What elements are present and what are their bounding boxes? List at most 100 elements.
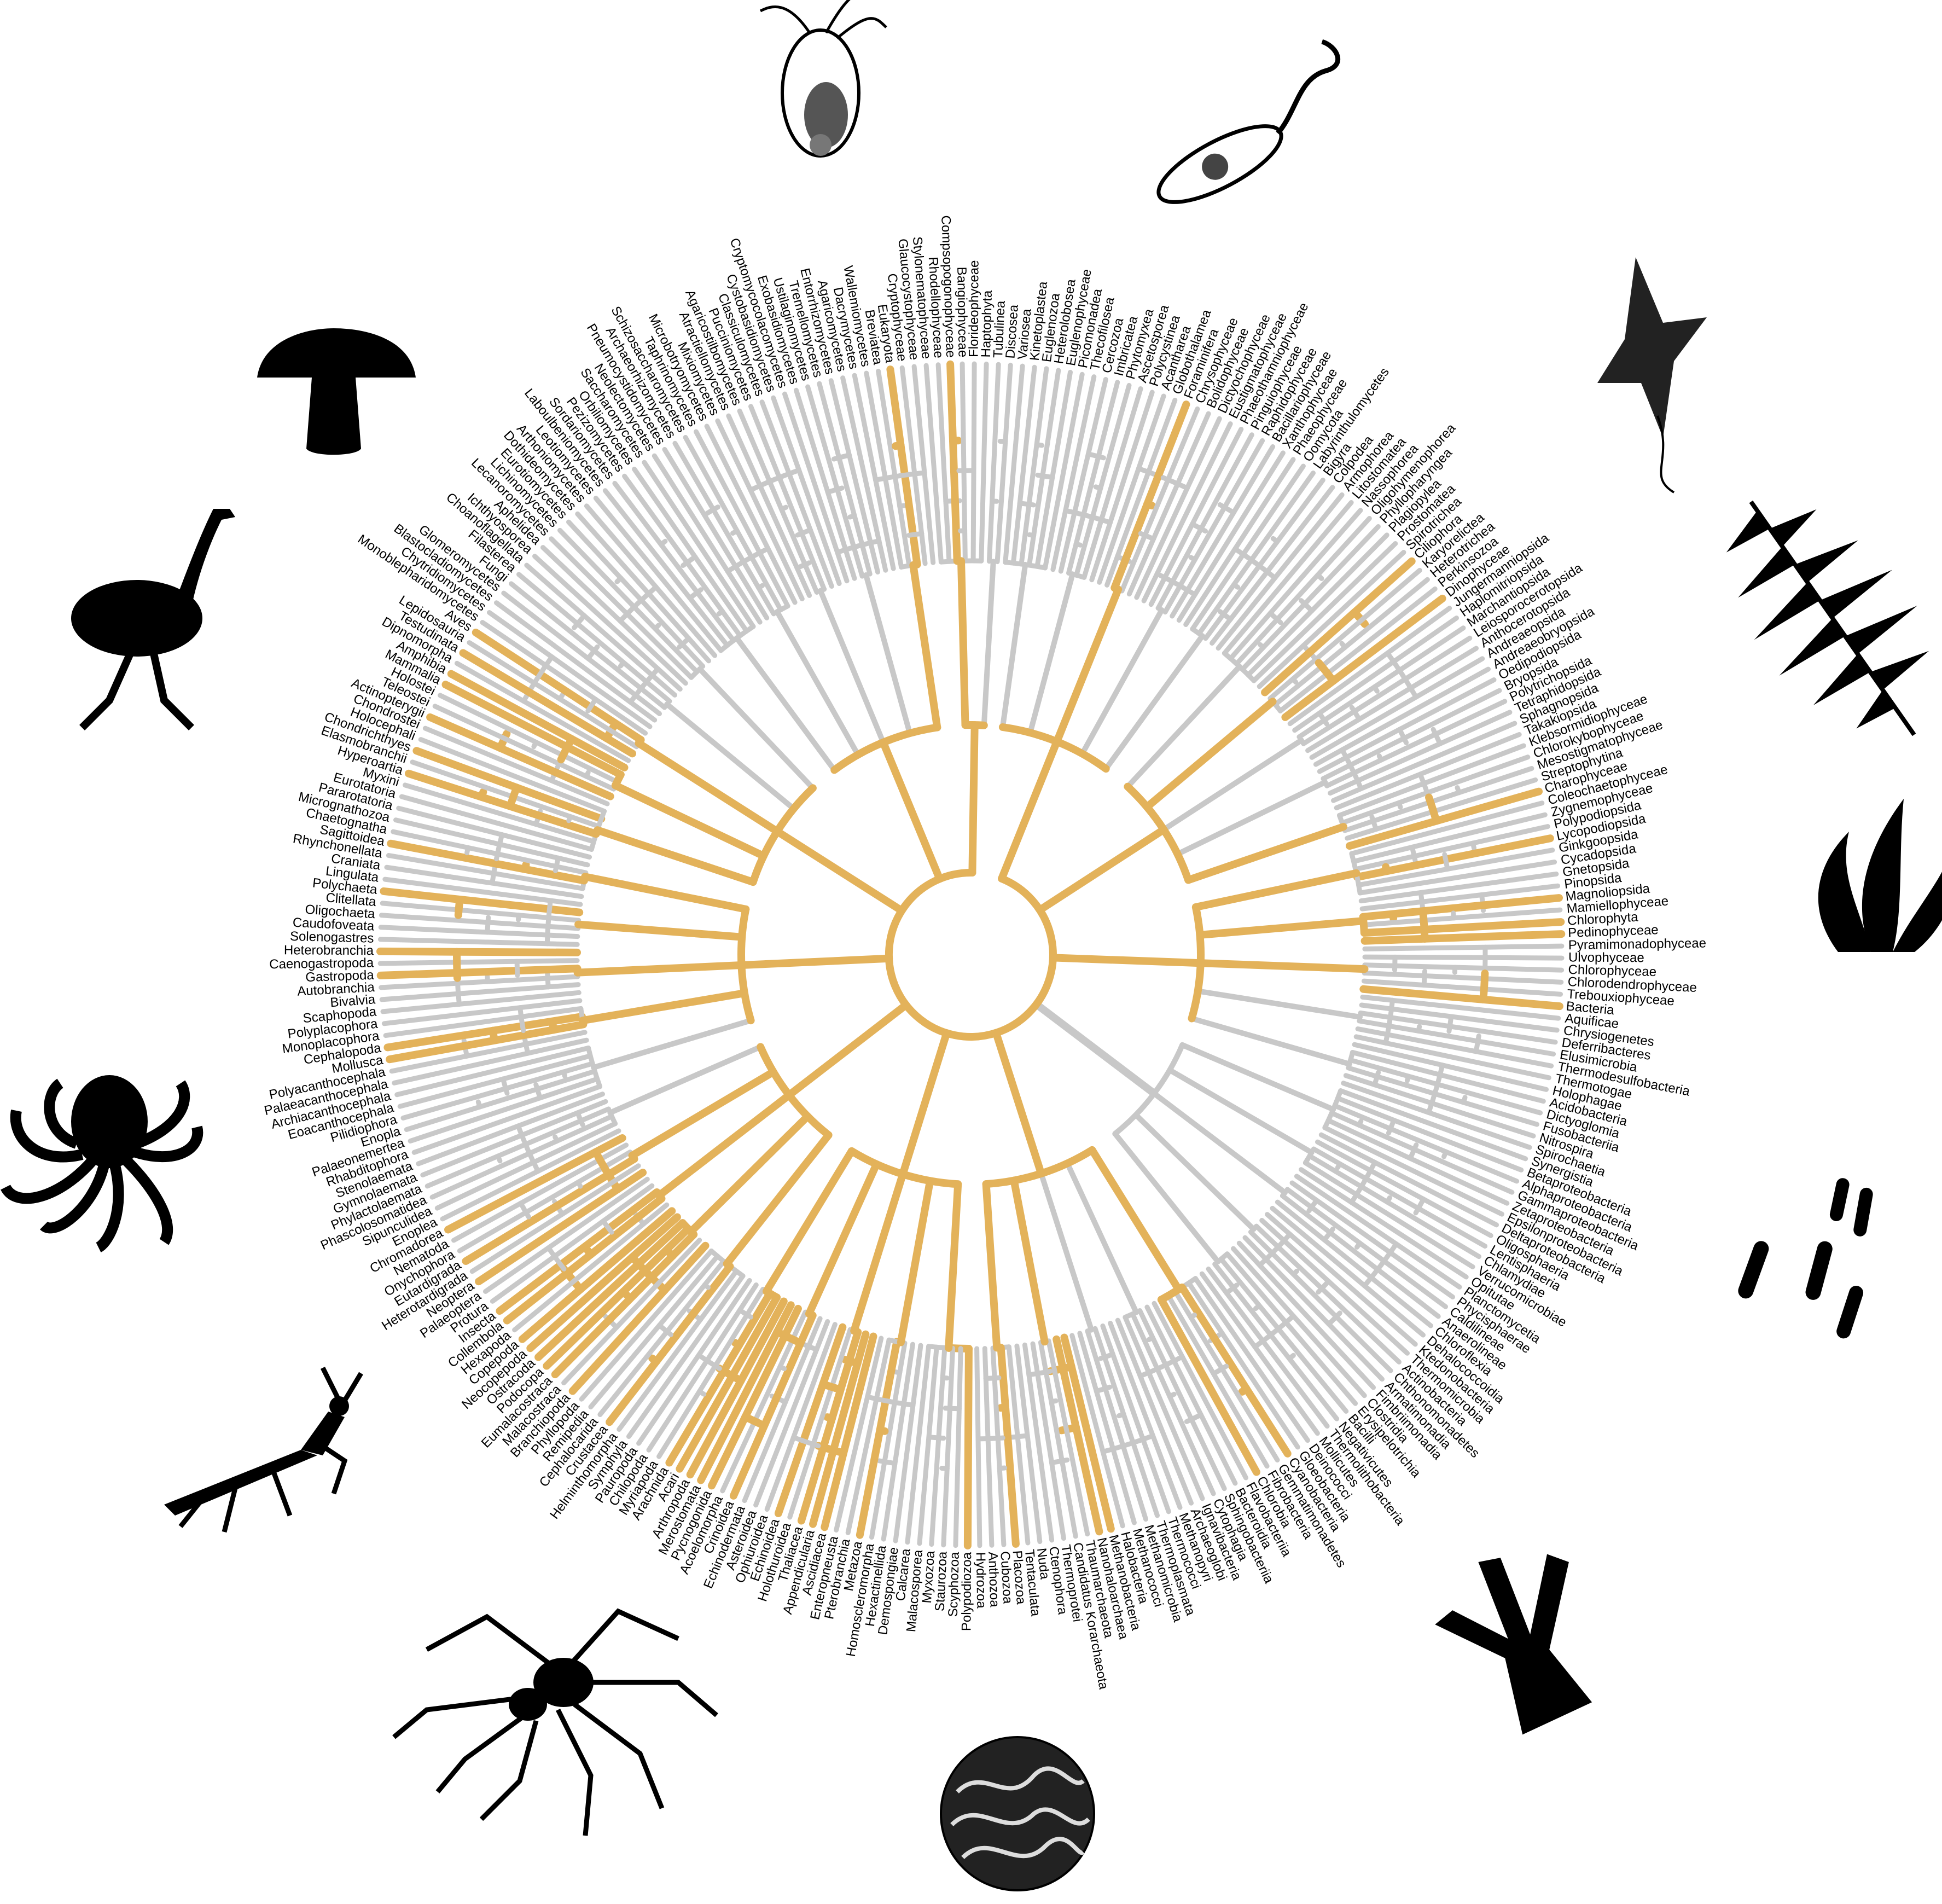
tip-branch [1452, 965, 1565, 973]
inner-branch [1359, 892, 1485, 912]
inner-branch [1267, 676, 1296, 701]
inner-branch [499, 832, 592, 860]
clade-branch [1143, 698, 1277, 811]
tip-branch [1449, 1014, 1560, 1033]
tip-branch [1179, 1354, 1248, 1481]
inner-branch [1328, 741, 1443, 796]
tip-branch [617, 1317, 703, 1432]
inner-branch [1060, 1333, 1075, 1371]
tip-branch [1326, 1279, 1410, 1356]
inner-branch [779, 507, 819, 595]
tip-branch [380, 901, 521, 918]
tip-branch [1151, 411, 1211, 542]
tip-branch [715, 418, 753, 493]
clade-branch [1151, 1090, 1288, 1195]
tip-branch [1025, 1433, 1043, 1545]
inner-branch [1234, 572, 1321, 666]
inner-branch [641, 1202, 670, 1227]
inner-branch [1050, 508, 1068, 572]
inner-branch [737, 1297, 788, 1385]
inner-branch [1305, 717, 1362, 753]
tip-branch [1349, 1200, 1469, 1280]
tip-branch [1385, 606, 1452, 656]
tip-branch [1290, 1313, 1367, 1398]
clade-branch [723, 1131, 833, 1268]
inner-branch [1299, 1167, 1354, 1205]
tip-branch [1479, 995, 1563, 1011]
tip-branch [1408, 1156, 1510, 1206]
tip-branch [386, 1026, 558, 1064]
tip-branch [1443, 1149, 1520, 1184]
inner-branch [1228, 611, 1273, 661]
inner-branch [1259, 1218, 1331, 1284]
taxon-label: Anthozoa [985, 1552, 1002, 1608]
tip-branch [1231, 471, 1316, 587]
inner-branch [1014, 1343, 1030, 1438]
tip-branch [1382, 834, 1554, 875]
inner-branch [582, 613, 677, 698]
tip-branch [475, 1185, 622, 1286]
inner-branch [668, 1230, 698, 1260]
tip-branch [979, 361, 989, 564]
inner-branch [1352, 1042, 1445, 1068]
tip-branch [1301, 635, 1473, 746]
inner-branch [557, 696, 639, 750]
tip-branch [459, 649, 610, 742]
tip-branch [1006, 1344, 1031, 1546]
tip-branch [1002, 1403, 1020, 1548]
taxon-labels: VarioseaKinetoplasteaEuglenozoaHeterolob… [263, 215, 1706, 1691]
tip-branch [665, 1341, 743, 1467]
inner-branch [986, 498, 995, 564]
clade-branch [1191, 869, 1360, 911]
inner-branch [922, 470, 936, 565]
inner-branch [1360, 934, 1429, 945]
tip-branch [1414, 656, 1485, 700]
tip-branch [626, 1273, 746, 1439]
inner-branch [702, 1258, 726, 1287]
tip-branch [759, 399, 813, 533]
branch-arc [1479, 970, 1489, 1003]
tip-branch [1167, 1394, 1216, 1496]
inner-branch [550, 1020, 588, 1034]
inner-branch [577, 1207, 676, 1293]
inner-branch [819, 1323, 847, 1388]
inner-branch [1317, 727, 1402, 774]
inner-branch [601, 1183, 655, 1224]
tip-branch [1479, 883, 1561, 897]
clade-branch [1038, 1170, 1094, 1333]
tip-branch [1417, 732, 1522, 777]
inner-branch [1074, 485, 1103, 578]
tip-branch [1198, 1412, 1238, 1486]
inner-branch [1077, 1331, 1099, 1394]
tip-branch [1257, 1263, 1376, 1390]
tip-branch [379, 913, 581, 931]
tip-branch [809, 1359, 862, 1528]
tip-branch [748, 404, 827, 592]
inner-branch [1022, 1342, 1032, 1378]
tip-branch [447, 670, 575, 743]
tip-branch [377, 959, 520, 966]
inner-branch [453, 948, 581, 956]
branch-arc [1322, 1107, 1336, 1130]
superclade-branch [968, 721, 979, 876]
tip-branch [1317, 616, 1459, 716]
inner-branch [1172, 1289, 1194, 1320]
inner-branch [456, 896, 584, 916]
inner-branch [1216, 575, 1278, 651]
clade-branch [573, 961, 746, 977]
inner-branch [560, 1163, 641, 1217]
clade-branch [1112, 1131, 1221, 1264]
taxon-label: Staurozoa [933, 1551, 950, 1611]
coral-silhouette [1435, 1554, 1592, 1735]
inner-branch [828, 1328, 862, 1423]
inner-branch [1183, 546, 1238, 627]
clade-branch [999, 561, 1028, 730]
taxon-label: Cubozoa [997, 1551, 1015, 1604]
clade-branch [763, 1147, 856, 1296]
clade-branch [909, 561, 941, 732]
inner-branch [1313, 747, 1345, 767]
tip-branch [480, 620, 598, 702]
tip-branch [817, 381, 857, 519]
inner-branch [661, 1241, 710, 1294]
tip-branch [399, 794, 594, 852]
